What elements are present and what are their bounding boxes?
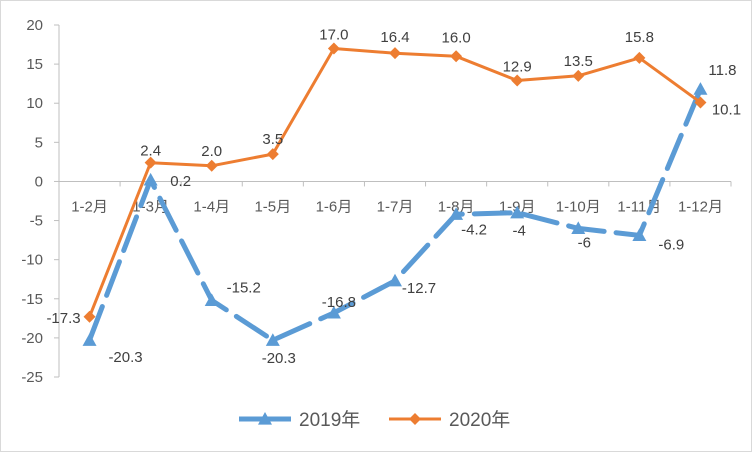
x-category-label: 1-7月 [377,198,414,215]
series-lines [87,47,703,343]
data-point-2020年-1-5月 [266,148,279,161]
data-point-2020年-1-11月 [633,51,646,64]
y-tick-label: 10 [26,95,43,112]
data-point-2020年-1-2月 [83,310,96,323]
data-point-2019年-1-5月 [265,333,280,346]
data-point-2020年-1-3月 [144,156,157,169]
x-category-label: 1-10月 [556,198,601,215]
y-tick-label: 0 [35,173,43,190]
legend-label-2020年: 2020年 [449,409,510,431]
data-label-2020年-1-9月: 12.9 [503,59,532,76]
data-point-2019年-1-7月 [388,273,402,287]
data-label-2020年-1-5月: 3.5 [262,131,283,148]
data-point-2020年-1-10月 [572,69,585,82]
legend-marker-2020年 [409,413,421,425]
data-label-2020年-1-11月: 15.8 [625,29,654,46]
legend-label-2019年: 2019年 [299,409,360,431]
data-label-2019年-1-7月: -12.7 [402,280,436,297]
data-label-2019年-1-11月: -6.9 [658,236,684,253]
y-tick-label: -10 [21,252,43,269]
y-tick-label: -20 [21,330,43,347]
data-label-2020年-1-2月: -17.3 [46,310,80,327]
y-axis: 20 15 10 5 0 -5 -10 -15 -20 -25 [21,17,60,386]
data-labels: -20.3 0.2 -15.2 -20.3 -16.8 -12.7 -4.2 -4 -6 -6.9… [46,26,741,367]
x-category-label: 1-4月 [193,198,230,215]
x-category-label: 1-8月 [438,198,475,215]
x-category-label: 1-12月 [678,198,723,215]
data-point-2019年-1-9月 [510,205,525,219]
data-label-2019年-1-9月: -4 [513,223,526,240]
data-point-2020年-1-9月 [511,74,524,87]
data-point-2020年-1-12月 [694,96,707,109]
data-point-2019年-1-12月 [693,82,708,95]
data-label-2019年-1-12月: 11.8 [708,62,736,79]
data-point-2020年-1-4月 [205,159,218,172]
data-label-2020年-1-12月: 10.1 [712,101,741,118]
data-label-2020年-1-4月: 2.0 [201,143,222,160]
y-tick-label: -15 [21,291,43,308]
y-tick-label: 5 [35,134,43,151]
data-point-2020年-1-8月 [450,50,463,63]
data-label-2019年-1-5月: -20.3 [262,350,296,367]
legend-marker-2019年 [258,412,272,425]
data-point-2019年-1-3月 [143,172,158,186]
data-label-2020年-1-10月: 13.5 [564,53,593,70]
data-label-2019年-1-6月: -16.8 [322,294,356,311]
data-point-2020年-1-7月 [389,47,401,60]
x-category-label: 1-2月 [71,198,108,215]
data-label-2019年-1-10月: -6 [578,234,591,251]
data-label-2019年-1-8月: -4.2 [461,221,487,238]
data-label-2020年-1-7月: 16.4 [380,29,409,46]
data-point-2019年-1-10月 [571,221,586,234]
y-tick-label: -5 [30,213,43,230]
data-label-2019年-1-2月: -20.3 [108,349,142,366]
x-category-label: 1-5月 [254,198,291,215]
data-label-2019年-1-4月: -15.2 [227,279,261,296]
data-label-2019年-1-3月: 0.2 [170,173,191,190]
y-tick-label: 15 [26,56,43,73]
data-label-2020年-1-3月: 2.4 [140,143,161,160]
data-point-2019年-1-4月 [204,293,219,306]
y-tick-label: 20 [26,17,43,34]
data-point-2020年-1-6月 [327,42,340,55]
data-label-2020年-1-8月: 16.0 [441,29,470,46]
series-markers [82,42,708,346]
data-point-2019年-1-2月 [82,333,97,346]
data-label-2020年-1-6月: 17.0 [319,26,348,43]
data-point-2019年-1-8月 [449,207,464,220]
x-category-label: 1-6月 [316,198,353,215]
data-point-2019年-1-11月 [632,228,647,242]
y-tick-label: -25 [21,369,43,386]
legend: 2019年 2020年 [239,409,510,431]
data-point-2019年-1-6月 [326,305,341,319]
